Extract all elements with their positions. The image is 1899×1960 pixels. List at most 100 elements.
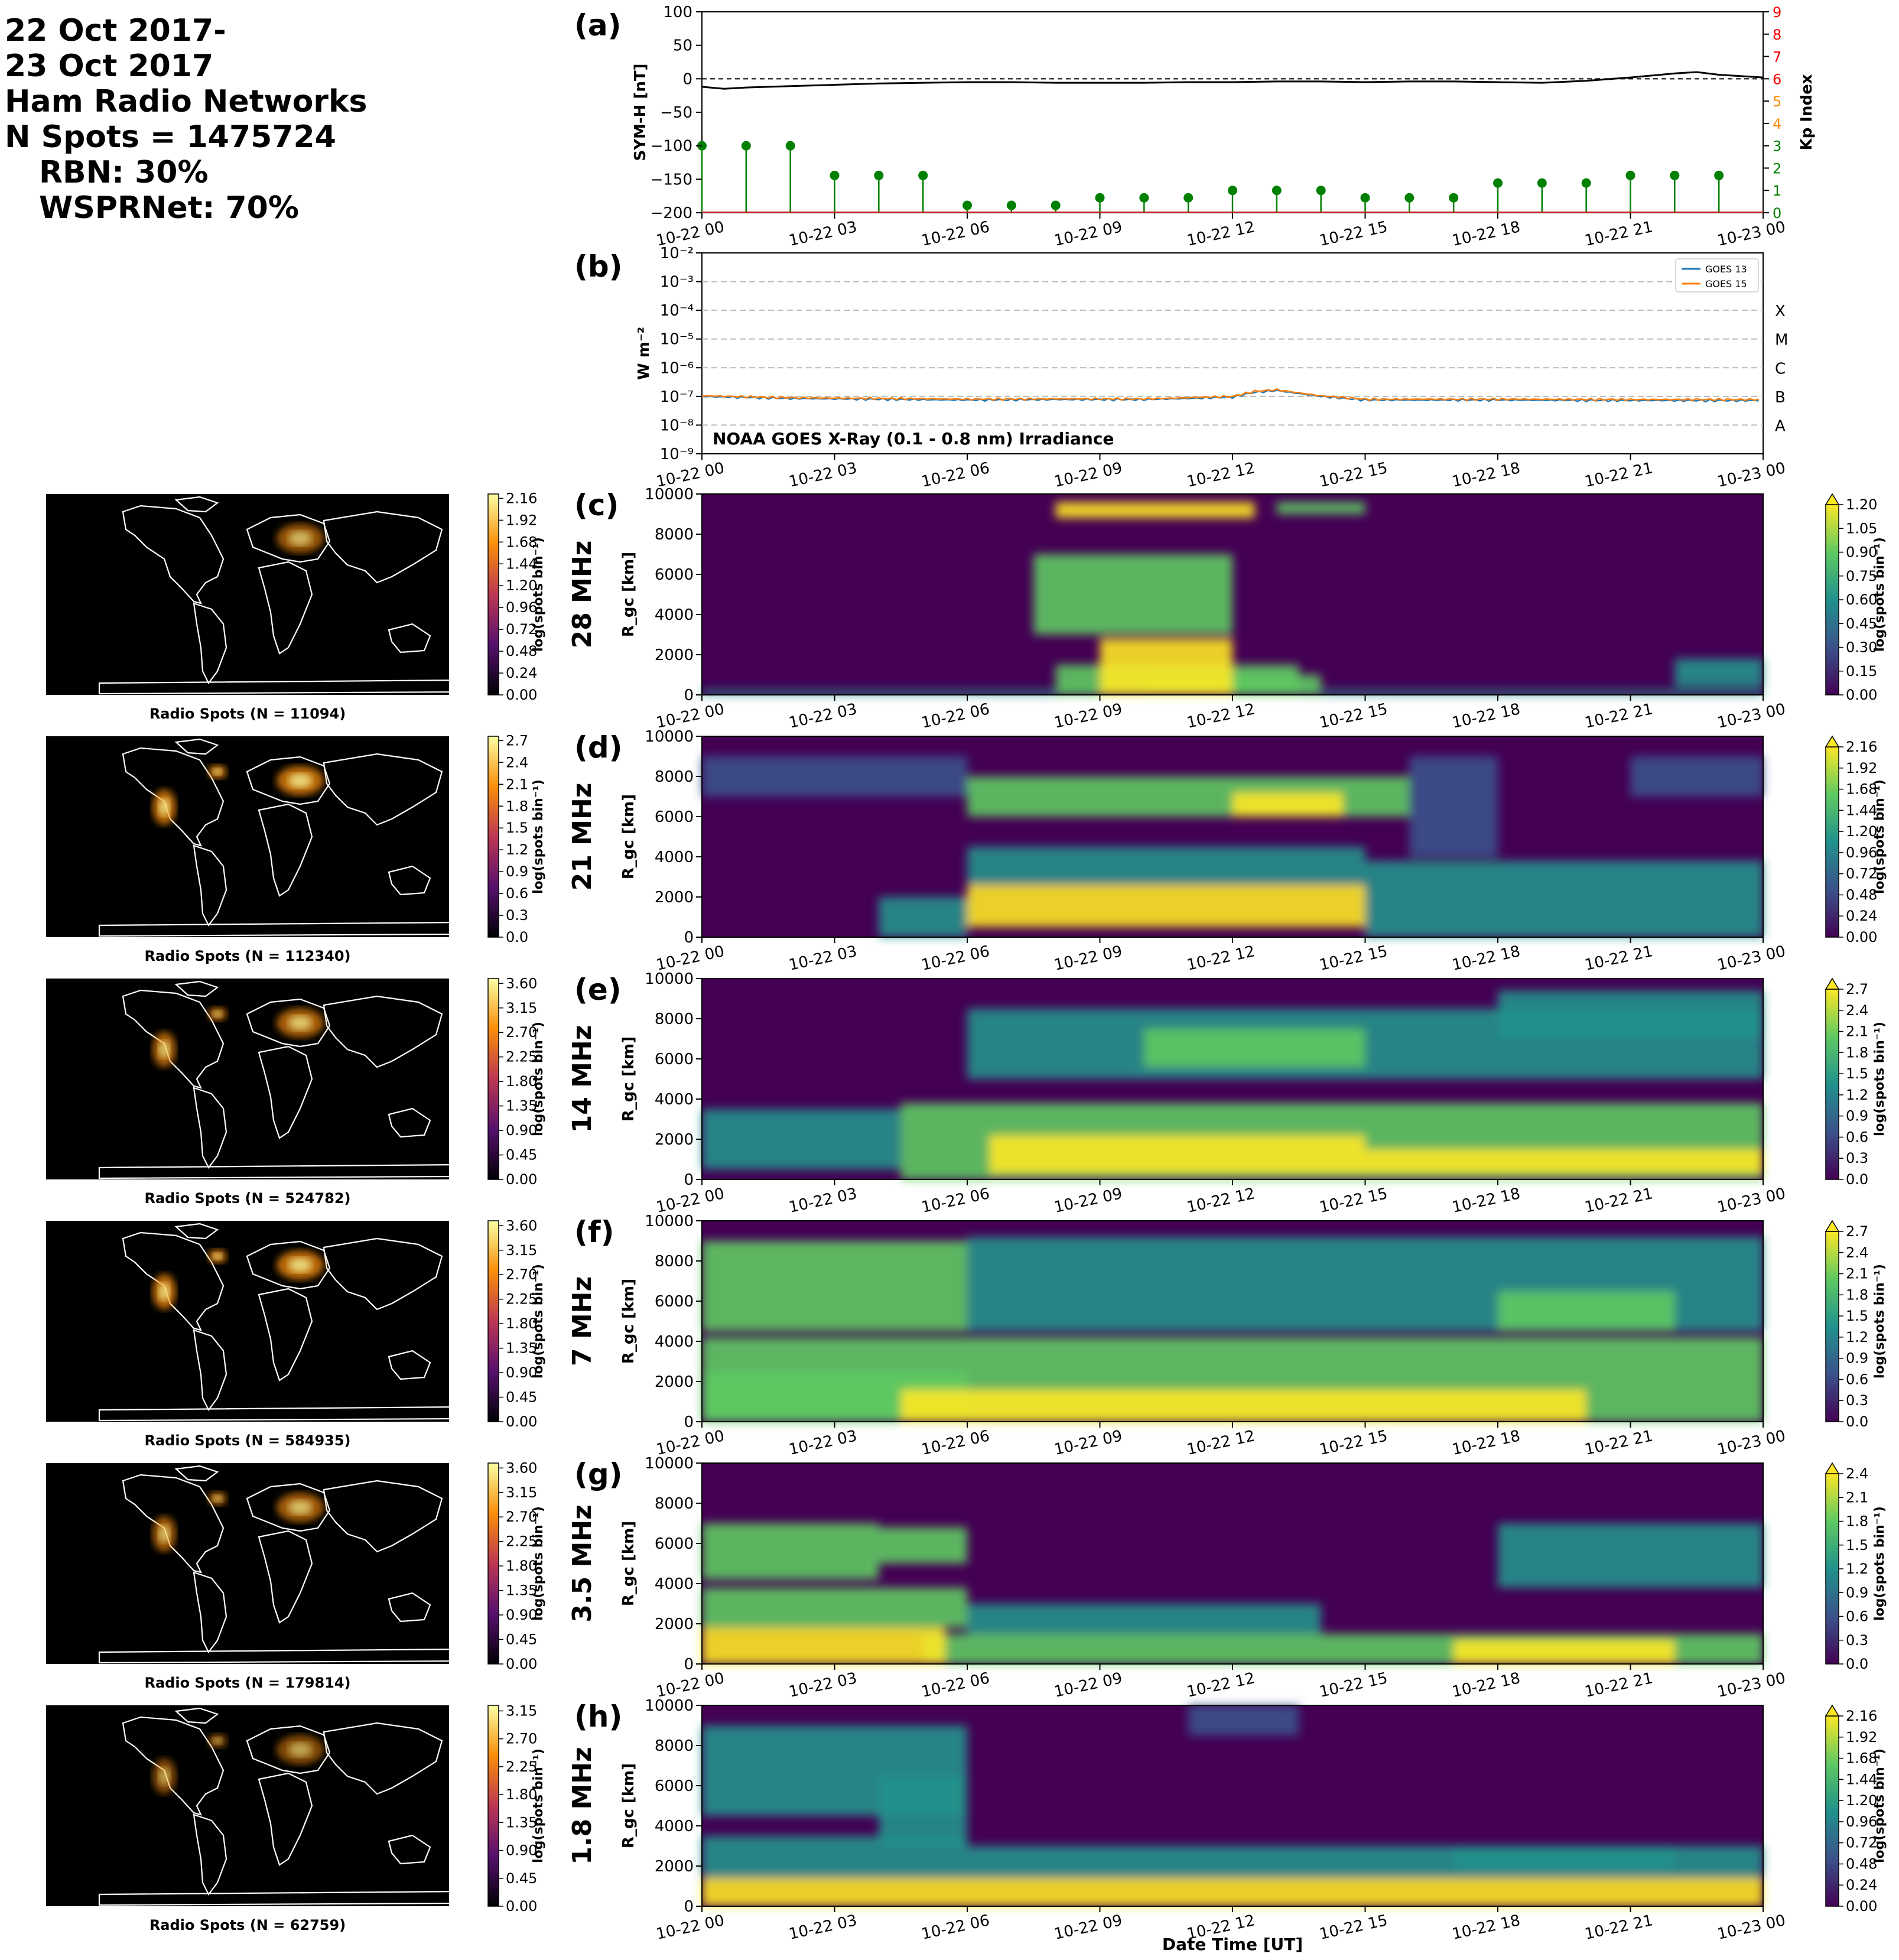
header-wsprnet-share: WSPRNet: 70% xyxy=(39,190,299,226)
map-colorbar-tick-label: 0.45 xyxy=(506,1631,537,1648)
map-colorbar-label: log(spots bin⁻¹) xyxy=(531,779,546,894)
coastline xyxy=(193,1087,227,1169)
coastline xyxy=(98,921,461,937)
coastline xyxy=(193,602,227,685)
y-axis-label-full: R_gc [km] xyxy=(620,1036,638,1122)
coastline xyxy=(323,1722,443,1795)
y-tick-label: 6000 xyxy=(655,1293,694,1311)
x-tick-label: 10-22 06 xyxy=(920,459,991,491)
coastline xyxy=(388,1834,431,1865)
colorbar-tick-label: 1.2 xyxy=(1846,1329,1868,1345)
header-spot-count: N Spots = 1475724 xyxy=(5,119,336,155)
kp-marker xyxy=(1272,186,1282,196)
map-colorbar-tick-label: 2.70 xyxy=(506,1266,537,1283)
map-colorbar-tick-label: 3.60 xyxy=(506,1460,537,1476)
map-colorbar-tick-label: 1.35 xyxy=(506,1582,537,1599)
heatmap-cell xyxy=(702,1627,945,1664)
x-tick-label: 10-22 00 xyxy=(655,942,726,974)
spot-density-peak xyxy=(288,531,312,546)
panel-label: (a) xyxy=(574,8,621,43)
y-tick-label: 50 xyxy=(673,37,692,55)
map-background xyxy=(46,1221,449,1422)
y2-tick-label: 3 xyxy=(1773,138,1781,155)
colorbar-extend xyxy=(1825,493,1840,505)
flare-class-label: X xyxy=(1775,303,1786,320)
colorbar-tick-label: 2.4 xyxy=(1846,1465,1868,1482)
colorbar-tick-label: 0.0 xyxy=(1846,1656,1868,1672)
heatmap-cell xyxy=(702,1587,967,1628)
map-colorbar-tick-label: 0.3 xyxy=(506,907,528,924)
coastline xyxy=(98,1163,461,1179)
map-colorbar-tick-label: 3.60 xyxy=(506,975,537,992)
coastline xyxy=(246,1725,331,1774)
y-tick-label: −200 xyxy=(651,204,692,222)
map-colorbar xyxy=(487,736,499,938)
coastline xyxy=(323,995,443,1068)
heatmap-field xyxy=(702,502,1763,695)
header-rbn-share: RBN: 30% xyxy=(39,155,209,190)
x-tick-label: 10-22 09 xyxy=(1052,459,1124,491)
y-tick-label: 0 xyxy=(684,1171,694,1189)
colorbar-tick-label: 0.3 xyxy=(1846,1150,1868,1166)
heatmap-field xyxy=(702,990,1763,1179)
x-tick-label: 10-22 09 xyxy=(1052,942,1124,974)
band-label: 21 MHz xyxy=(567,783,597,891)
heatmap-cell xyxy=(967,847,1365,885)
y2-tick-label: 6 xyxy=(1773,71,1781,87)
y-axis-label: W m⁻² xyxy=(635,327,653,380)
kp-marker xyxy=(1670,170,1680,180)
map-colorbar-tick-label: 3.15 xyxy=(506,1702,537,1719)
colorbar-tick-label: 0.75 xyxy=(1846,568,1877,584)
colorbar-tick-label: 0.6 xyxy=(1846,1608,1868,1625)
y-tick-label: 6000 xyxy=(655,566,694,584)
colorbar-tick-label: 1.20 xyxy=(1846,823,1877,840)
map-background xyxy=(46,1463,449,1664)
y2-tick-label: 0 xyxy=(1773,205,1781,222)
coastline xyxy=(246,998,331,1048)
colorbar-label: log(spots bin⁻¹) xyxy=(1872,1264,1887,1379)
y-tick-label: 2000 xyxy=(655,1373,694,1391)
y-tick-label: 10⁻⁴ xyxy=(660,302,694,320)
y-axis-label-full: R_gc [km] xyxy=(620,552,638,637)
spot-density-peak xyxy=(288,1257,312,1273)
map-background xyxy=(46,1705,449,1906)
map-background xyxy=(46,494,449,695)
colorbar-tick-label: 1.8 xyxy=(1846,1286,1868,1303)
x-tick-label: 10-23 00 xyxy=(1716,1669,1787,1701)
y-tick-label: 8000 xyxy=(655,1253,694,1270)
colorbar-tick-label: 1.44 xyxy=(1846,802,1877,818)
y-tick-label: 10⁻⁶ xyxy=(660,359,694,377)
heatmap-cell xyxy=(1276,502,1365,514)
y-tick-label: 10⁻⁷ xyxy=(660,388,694,406)
map-colorbar-tick-label: 0.48 xyxy=(506,643,537,659)
coastline xyxy=(323,1237,443,1311)
kp-marker xyxy=(1714,170,1724,180)
y-tick-label: 10⁻⁵ xyxy=(660,331,694,349)
colorbar-tick-label: 0.24 xyxy=(1846,1877,1877,1893)
y-tick-label: 0 xyxy=(684,929,694,947)
colorbar-tick-label: 1.20 xyxy=(1846,496,1877,513)
x-tick-label: 10-22 09 xyxy=(1052,1912,1124,1943)
map-background xyxy=(46,736,449,937)
map-colorbar-tick-label: 2.1 xyxy=(506,776,528,792)
y-tick-label: 8000 xyxy=(655,526,694,544)
x-tick-label: 10-23 00 xyxy=(1716,459,1787,491)
colorbar-tick-label: 2.7 xyxy=(1846,1223,1868,1240)
kp-marker xyxy=(1139,193,1149,203)
kp-marker xyxy=(1006,200,1016,210)
coastline xyxy=(258,1045,313,1139)
kp-marker xyxy=(741,141,751,151)
heatmap-field xyxy=(702,1523,1763,1664)
colorbar-label: log(spots bin⁻¹) xyxy=(1872,1506,1887,1621)
coastline xyxy=(246,513,331,563)
y-tick-label: 10000 xyxy=(645,486,694,503)
x-tick-label: 10-22 06 xyxy=(920,1185,991,1217)
map-colorbar-tick-label: 0.0 xyxy=(506,929,528,945)
colorbar-tick-label: 2.1 xyxy=(1846,1266,1868,1282)
y-tick-label: 10000 xyxy=(645,728,694,746)
heatmap-cell xyxy=(879,1776,967,1846)
x-tick-label: 10-23 00 xyxy=(1716,942,1787,974)
y-axis-label-full: R_gc [km] xyxy=(620,794,638,879)
panel-c: 0.00 0.24 0.48 0.72 0.96 1.20 1.44 1.68 1.92 2.16… xyxy=(46,486,1887,732)
heatmap-field xyxy=(702,756,1763,937)
